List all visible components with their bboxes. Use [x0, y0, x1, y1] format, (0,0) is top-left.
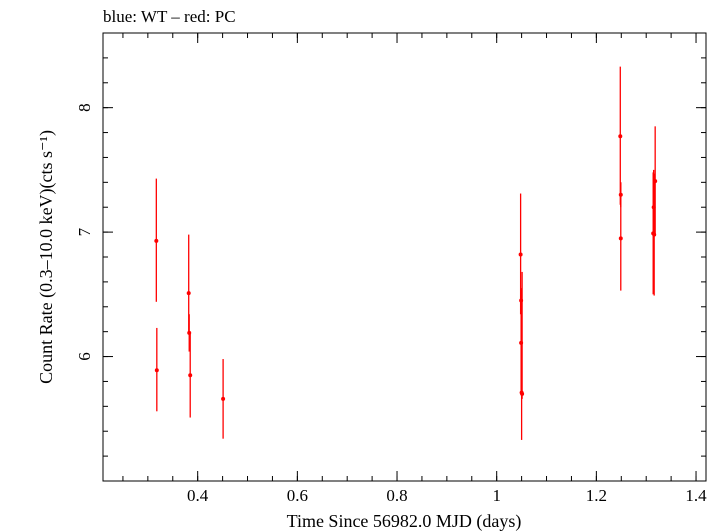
data-point [154, 368, 159, 373]
x-tick-label: 1.2 [586, 486, 607, 505]
data-point [618, 134, 623, 139]
data-point [518, 252, 523, 257]
data-point [186, 291, 191, 296]
x-tick-label: 0.8 [386, 486, 407, 505]
x-tick-label: 1 [492, 486, 501, 505]
x-axis-label: Time Since 56982.0 MJD (days) [287, 511, 522, 532]
x-tick-label: 0.6 [287, 486, 308, 505]
plot-frame [102, 32, 707, 482]
axis-tick-labels: 0.4 0.6 0.8 1 1.2 1.4 6 7 8 [75, 103, 707, 505]
x-tick-label: 0.4 [187, 486, 209, 505]
y-tick-label: 7 [75, 227, 94, 236]
data-points [154, 66, 658, 440]
data-point [520, 391, 525, 396]
y-axis-label: Count Rate (0.3–10.0 keV)(cts s⁻¹) [36, 130, 57, 384]
y-tick-label: 8 [75, 103, 94, 112]
data-point [221, 396, 226, 401]
axis-ticks [103, 32, 706, 482]
data-point [618, 236, 623, 241]
data-point [188, 373, 193, 378]
y-tick-label: 6 [75, 352, 94, 361]
chart-title: blue: WT – red: PC [103, 7, 236, 26]
data-point [653, 179, 658, 184]
data-point [154, 238, 159, 243]
x-tick-label: 1.4 [685, 486, 707, 505]
